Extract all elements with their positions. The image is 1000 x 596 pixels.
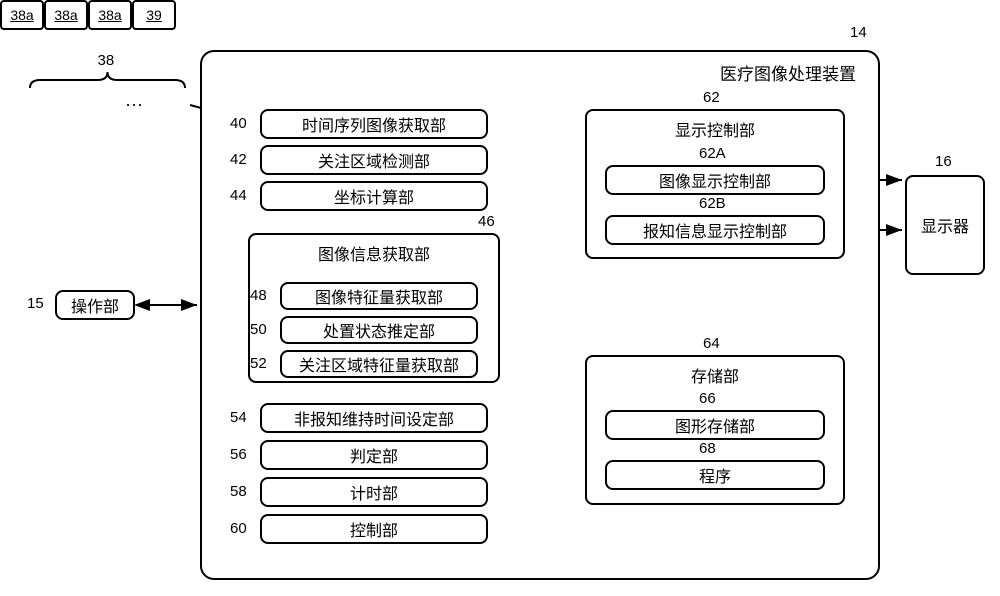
box-66: 图形存储部 (605, 410, 825, 440)
box-68-label: 程序 (699, 463, 731, 487)
box-62B-label: 报知信息显示控制部 (643, 218, 787, 242)
item-39: 39 (132, 0, 176, 30)
box-56: 判定部 (260, 440, 488, 470)
box-40-label: 时间序列图像获取部 (302, 112, 446, 136)
box-58: 计时部 (260, 477, 488, 507)
box-44-label: 坐标计算部 (334, 184, 414, 208)
operator-box: 操作部 (55, 290, 135, 320)
box-60-label: 控制部 (350, 517, 398, 541)
box-62A: 图像显示控制部 (605, 165, 825, 195)
num-54: 54 (230, 409, 247, 426)
box-40: 时间序列图像获取部 (260, 109, 488, 139)
box-64-title: 存储部 (691, 363, 739, 387)
img-38a-3: 38a (88, 0, 132, 30)
display-box-label: 显示器 (921, 213, 969, 237)
box-50: 处置状态推定部 (280, 316, 478, 344)
dots-38: ··· (125, 94, 143, 115)
device-title: 医疗图像处理装置 (720, 60, 856, 85)
num-64: 64 (703, 335, 720, 352)
num-16: 16 (935, 153, 952, 170)
num-38: 38 (98, 52, 115, 69)
box-56-label: 判定部 (350, 443, 398, 467)
box-48: 图像特征量获取部 (280, 282, 478, 310)
img-38a-2: 38a (44, 0, 88, 30)
box-62B: 报知信息显示控制部 (605, 215, 825, 245)
operator-box-label: 操作部 (71, 293, 119, 317)
box-50-label: 处置状态推定部 (323, 318, 435, 342)
num-50: 50 (250, 321, 267, 338)
num-48: 48 (250, 287, 267, 304)
box-52-label: 关注区域特征量获取部 (299, 352, 459, 376)
box-62-title: 显示控制部 (675, 117, 755, 141)
num-58: 58 (230, 483, 247, 500)
box-42-label: 关注区域检测部 (318, 148, 430, 172)
display-box: 显示器 (905, 175, 985, 275)
num-60: 60 (230, 520, 247, 537)
box-68: 程序 (605, 460, 825, 490)
box-66-label: 图形存储部 (675, 413, 755, 437)
box-52: 关注区域特征量获取部 (280, 350, 478, 378)
num-68: 68 (699, 440, 716, 457)
num-62: 62 (703, 89, 720, 106)
num-42: 42 (230, 151, 247, 168)
box-48-label: 图像特征量获取部 (315, 284, 443, 308)
box-58-label: 计时部 (350, 480, 398, 504)
num-40: 40 (230, 115, 247, 132)
box-62A-label: 图像显示控制部 (659, 168, 771, 192)
box-46-title: 图像信息获取部 (318, 241, 430, 265)
box-42: 关注区域检测部 (260, 145, 488, 175)
num-14: 14 (850, 24, 867, 41)
box-60: 控制部 (260, 514, 488, 544)
num-44: 44 (230, 187, 247, 204)
num-66: 66 (699, 390, 716, 407)
num-62A: 62A (699, 145, 726, 162)
num-46: 46 (478, 213, 495, 230)
img-38a-1: 38a (0, 0, 44, 30)
box-44: 坐标计算部 (260, 181, 488, 211)
box-54-label: 非报知维持时间设定部 (294, 406, 454, 430)
num-56: 56 (230, 446, 247, 463)
num-62B: 62B (699, 195, 726, 212)
num-15: 15 (27, 295, 44, 312)
num-52: 52 (250, 355, 267, 372)
box-54: 非报知维持时间设定部 (260, 403, 488, 433)
